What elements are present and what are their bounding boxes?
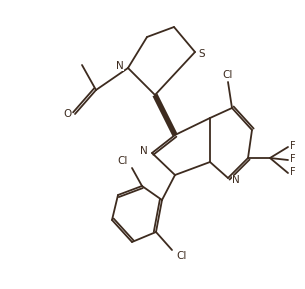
Text: Cl: Cl	[177, 251, 187, 261]
Text: N: N	[140, 146, 148, 156]
Text: F: F	[290, 167, 296, 177]
Text: Cl: Cl	[223, 70, 233, 80]
Text: N: N	[232, 175, 240, 185]
Text: F: F	[290, 141, 296, 151]
Text: N: N	[116, 61, 124, 71]
Text: F: F	[290, 154, 296, 164]
Text: S: S	[199, 49, 205, 59]
Text: O: O	[64, 109, 72, 119]
Text: Cl: Cl	[118, 156, 128, 166]
